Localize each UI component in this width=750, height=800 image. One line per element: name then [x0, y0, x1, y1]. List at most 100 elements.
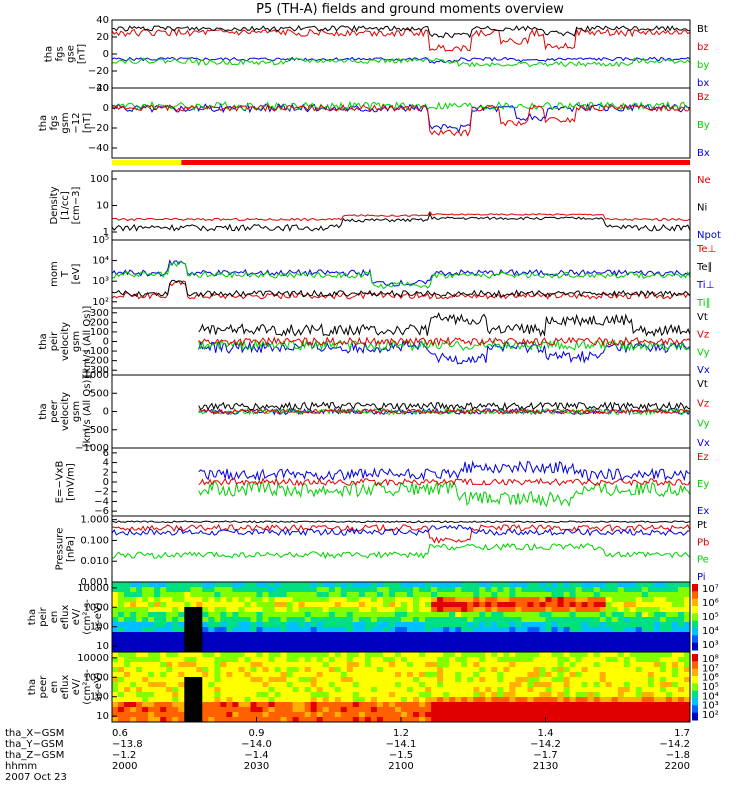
- spectrogram-cell: [124, 582, 131, 588]
- spectrogram-cell: [310, 682, 318, 688]
- colorbar-label: 10³: [702, 701, 719, 712]
- spectrogram-cell: [659, 592, 667, 598]
- spectrogram-cell: [449, 657, 456, 663]
- spectrogram-cell: [250, 647, 257, 653]
- spectrogram-cell: [322, 617, 330, 623]
- spectrogram-cell: [340, 597, 348, 603]
- spectrogram-cell: [190, 682, 197, 688]
- spectrogram-cell: [509, 612, 516, 618]
- y-axis-label: peir: [38, 606, 49, 626]
- spectrogram-cell: [551, 632, 558, 638]
- spectrogram-cell: [557, 602, 564, 608]
- y-axis-label: fgs: [55, 46, 66, 61]
- spectrogram-cell: [172, 597, 179, 603]
- spectrogram-cell: [124, 632, 131, 638]
- spectrogram-cell: [461, 672, 468, 678]
- spectrogram-cell: [635, 717, 643, 723]
- spectrogram-cell: [557, 622, 564, 628]
- spectrogram-cell: [611, 602, 619, 608]
- spectrogram-cell: [112, 612, 119, 618]
- spectrogram-cell: [569, 717, 577, 723]
- spectrogram-cell: [521, 617, 528, 623]
- spectrogram-cell: [593, 627, 601, 633]
- spectrogram-cell: [202, 602, 209, 608]
- colorbar-segment: [692, 654, 698, 662]
- spectrogram-cell: [647, 707, 655, 713]
- spectrogram-cell: [593, 657, 601, 663]
- spectrogram-cell: [238, 672, 245, 678]
- spectrogram-cell: [286, 672, 294, 678]
- colorbar-label: 10⁴: [702, 626, 719, 637]
- spectrogram-cell: [509, 697, 516, 703]
- spectrogram-cell: [575, 652, 583, 658]
- spectrogram-cell: [425, 617, 432, 623]
- spectrogram-cell: [118, 667, 125, 673]
- legend-entry: Ni: [697, 203, 707, 214]
- spectrogram-cell: [485, 697, 492, 703]
- spectrogram-cell: [238, 662, 245, 668]
- spectrogram-cell: [298, 692, 306, 698]
- spectrogram-cell: [322, 637, 330, 643]
- spectrogram-cell: [395, 657, 402, 663]
- spectrogram-cell: [611, 712, 619, 718]
- spectrogram-cell: [358, 682, 366, 688]
- spectrogram-cell: [154, 587, 161, 593]
- spectrogram-cell: [671, 687, 679, 693]
- spectrogram-cell: [352, 687, 360, 693]
- spectrogram-cell: [124, 692, 131, 698]
- spectrogram-cell: [635, 687, 643, 693]
- spectrogram-cell: [581, 602, 589, 608]
- spectrogram-cell: [431, 622, 438, 628]
- y-tick-label: 10000: [77, 583, 109, 594]
- series-Pb: [111, 523, 691, 544]
- spectrogram-cell: [316, 592, 324, 598]
- spectrogram-cell: [425, 632, 432, 638]
- spectrogram-cell: [455, 702, 462, 708]
- spectrogram-cell: [635, 647, 643, 653]
- spectrogram-cell: [322, 627, 330, 633]
- spectrogram-cell: [268, 607, 275, 613]
- spectrogram-cell: [376, 647, 384, 653]
- spectrogram-cell: [551, 662, 558, 668]
- series-Te∥: [111, 279, 691, 298]
- spectrogram-cell: [268, 702, 275, 708]
- spectrogram-cell: [437, 702, 444, 708]
- spectrogram-cell: [202, 637, 209, 643]
- spectrogram-cell: [467, 657, 474, 663]
- spectrogram-cell: [208, 632, 215, 638]
- x-tick-label: 0.6: [112, 728, 128, 739]
- spectrogram-cell: [208, 642, 215, 648]
- spectrogram-cell: [196, 607, 203, 613]
- spectrogram-cell: [352, 632, 360, 638]
- spectrogram-cell: [202, 707, 209, 713]
- spectrogram-cell: [118, 642, 125, 648]
- spectrogram-cell: [629, 637, 637, 643]
- spectrogram-cell: [491, 647, 498, 653]
- spectrogram-cell: [533, 712, 540, 718]
- spectrogram-cell: [154, 602, 161, 608]
- spectrogram-cell: [346, 692, 354, 698]
- spectrogram-cell: [250, 637, 257, 643]
- spectrogram-cell: [473, 607, 480, 613]
- spectrogram-cell: [593, 682, 601, 688]
- spectrogram-cell: [112, 607, 119, 613]
- spectrogram-cell: [527, 582, 534, 588]
- spectrogram-cell: [142, 622, 149, 628]
- spectrogram-cell: [292, 692, 300, 698]
- spectrogram-cell: [148, 697, 155, 703]
- spectrogram-cell: [461, 657, 468, 663]
- spectrogram-cell: [671, 682, 679, 688]
- spectrogram-cell: [148, 587, 155, 593]
- spectrogram-cell: [497, 672, 504, 678]
- spectrogram-cell: [220, 637, 227, 643]
- spectrogram-cell: [497, 692, 504, 698]
- spectrogram-cell: [208, 627, 215, 633]
- y-axis-label: [1/cc]: [60, 191, 71, 220]
- spectrogram-cell: [190, 602, 197, 608]
- spectrogram-cell: [238, 702, 245, 708]
- colorbar-segment: [692, 676, 698, 684]
- spectrogram-cell: [250, 672, 257, 678]
- spectrogram-cell: [382, 687, 390, 693]
- spectrogram-cell: [244, 607, 251, 613]
